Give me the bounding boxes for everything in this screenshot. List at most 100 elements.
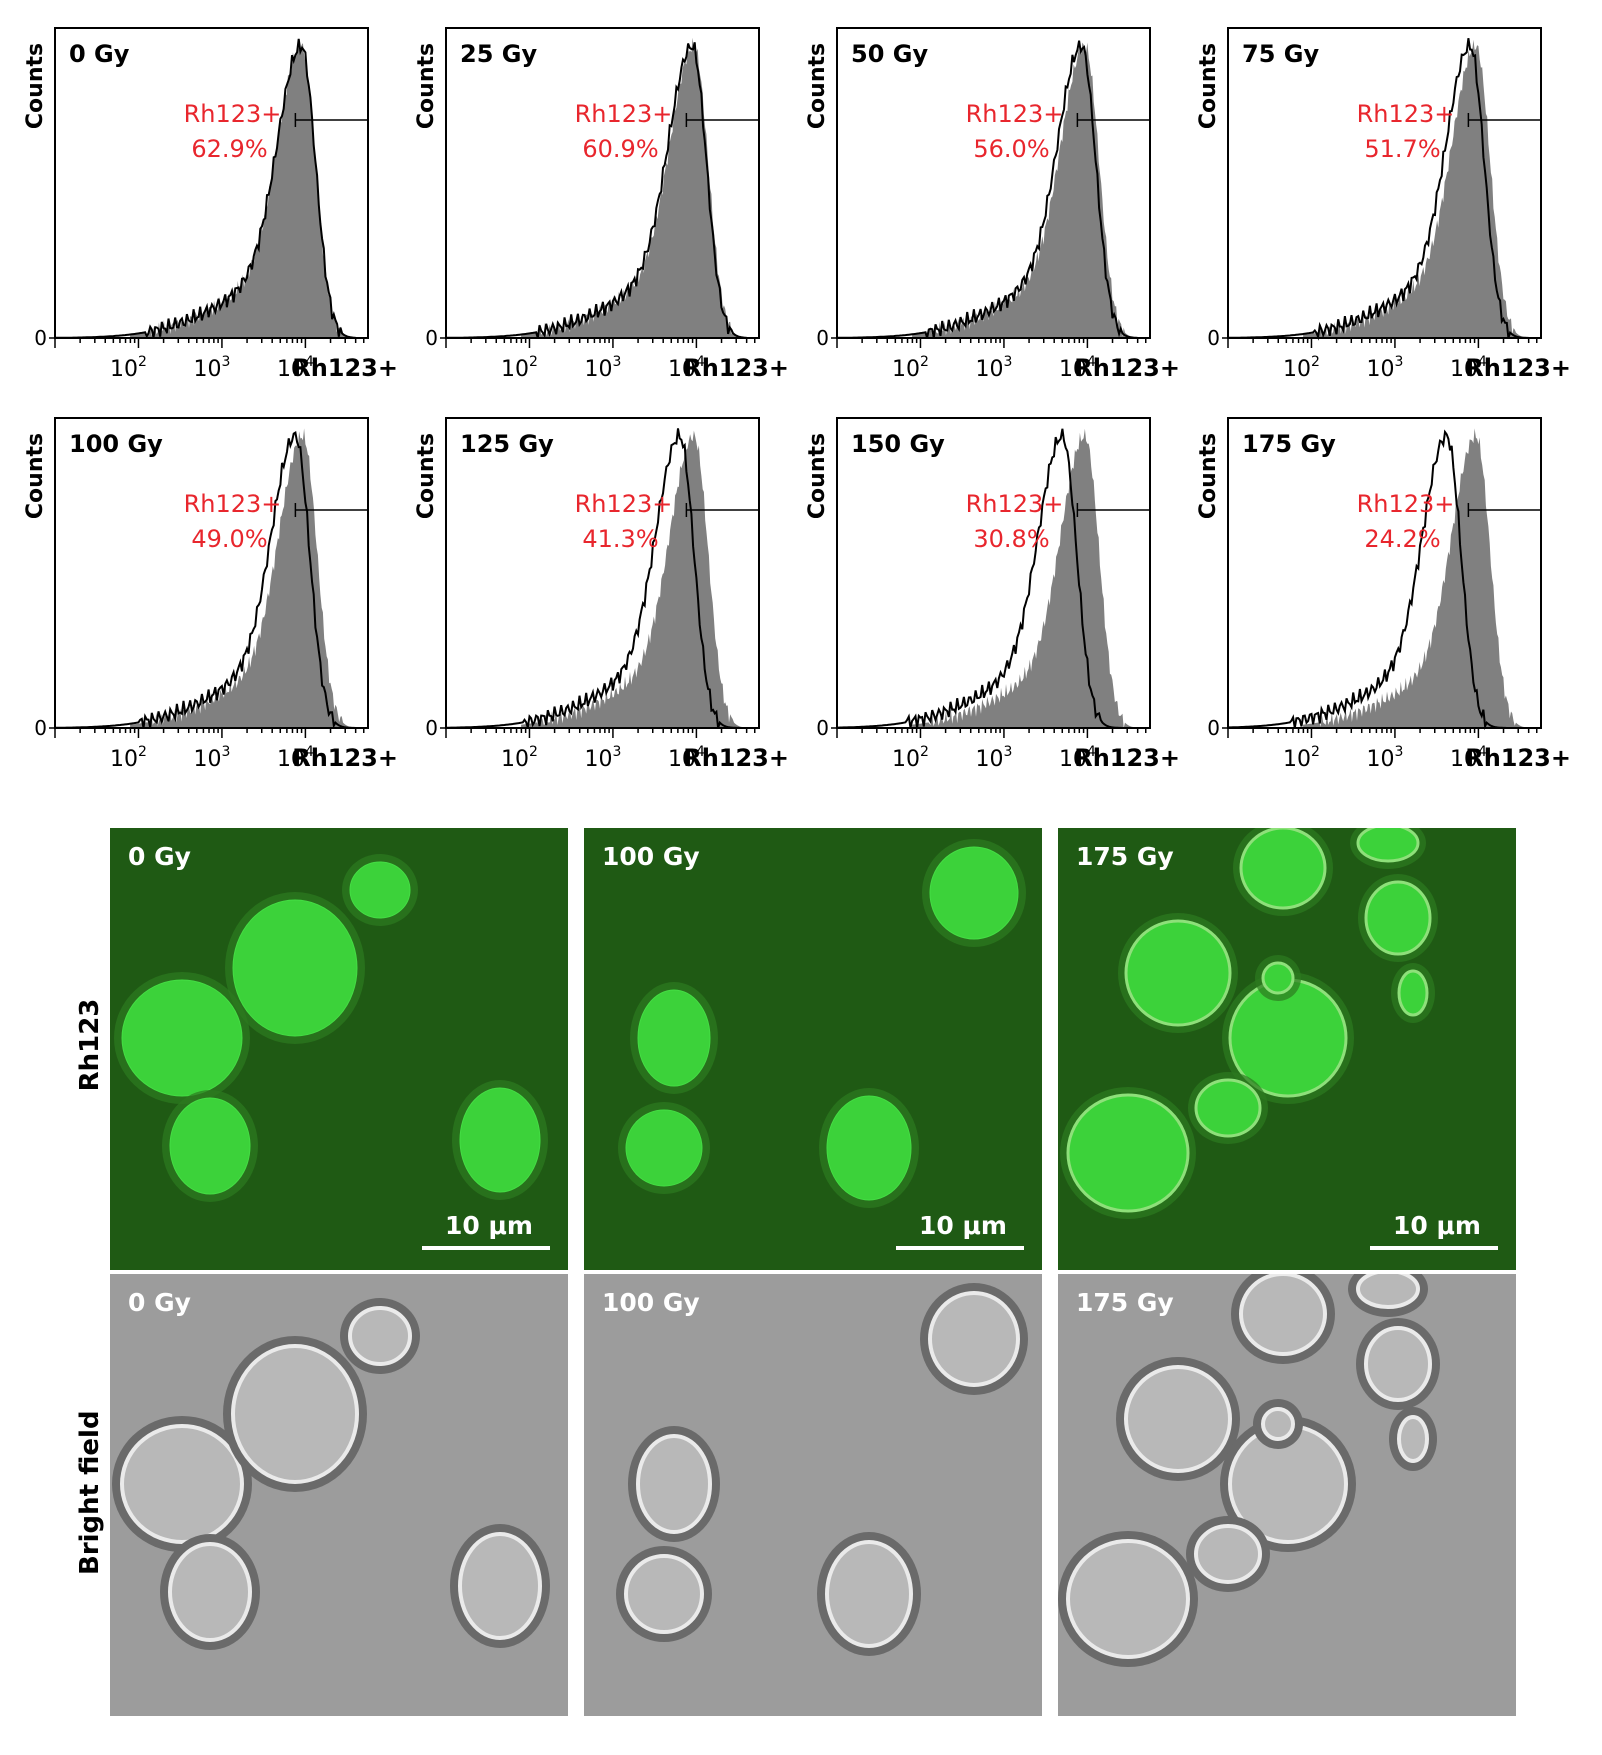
outline-histogram bbox=[446, 42, 747, 339]
rh123-image-175-gy: 175 Gy 10 μm bbox=[1058, 828, 1516, 1270]
filled-histogram bbox=[1303, 428, 1529, 728]
panel-label: 125 Gy bbox=[460, 430, 554, 458]
cell bbox=[1397, 969, 1429, 1017]
cell bbox=[349, 861, 411, 919]
x-tick-label: 102 bbox=[110, 744, 147, 772]
rh123-image-0-gy: 0 Gy 10 μm bbox=[110, 828, 568, 1270]
cell bbox=[826, 1095, 912, 1201]
panel-label: 175 Gy bbox=[1076, 842, 1174, 871]
plot-frame bbox=[54, 417, 369, 729]
brightfield-image-0-gy: 0 Gy bbox=[110, 1274, 568, 1716]
panel-label: 175 Gy bbox=[1076, 1288, 1174, 1317]
x-tick-label: 102 bbox=[1283, 744, 1320, 772]
cell bbox=[825, 1540, 913, 1648]
gate-label: Rh123+ bbox=[184, 100, 282, 128]
x-axis-label: Rh123+ bbox=[292, 744, 398, 772]
cell bbox=[1124, 1365, 1232, 1473]
panel-label: 25 Gy bbox=[460, 40, 537, 68]
filled-histogram bbox=[521, 430, 747, 728]
panel-label: 0 Gy bbox=[128, 842, 191, 871]
filled-histogram bbox=[521, 37, 747, 338]
filled-histogram bbox=[130, 40, 356, 338]
cell bbox=[1261, 961, 1295, 995]
outline-histogram bbox=[1228, 429, 1529, 731]
y-axis-label: Counts bbox=[23, 433, 48, 519]
x-tick-label: 104 bbox=[277, 744, 314, 772]
cell bbox=[169, 1097, 251, 1195]
cell bbox=[928, 1291, 1020, 1387]
x-tick-label: 102 bbox=[501, 354, 538, 382]
cell bbox=[168, 1542, 252, 1642]
cell bbox=[625, 1109, 703, 1187]
x-axis-label: Rh123+ bbox=[1074, 354, 1180, 382]
y-axis-label: Counts bbox=[1196, 43, 1221, 129]
cell bbox=[348, 1306, 412, 1366]
cell bbox=[1194, 1524, 1262, 1584]
x-tick-label: 103 bbox=[975, 354, 1012, 382]
cell bbox=[232, 899, 358, 1037]
x-tick-label: 104 bbox=[668, 744, 705, 772]
x-tick-label: 102 bbox=[501, 744, 538, 772]
y-axis-label: Counts bbox=[1196, 433, 1221, 519]
x-tick-label: 104 bbox=[277, 354, 314, 382]
scale-bar bbox=[422, 1246, 550, 1250]
gate-value: 51.7% bbox=[1364, 135, 1440, 163]
cell bbox=[624, 1554, 704, 1634]
x-tick-label: 103 bbox=[975, 744, 1012, 772]
y-tick-label: 0 bbox=[1207, 326, 1220, 350]
x-axis-label: Rh123+ bbox=[1074, 744, 1180, 772]
panel-label: 50 Gy bbox=[851, 40, 928, 68]
y-tick-label: 0 bbox=[34, 716, 47, 740]
gate-value: 41.3% bbox=[582, 525, 658, 553]
plot-frame bbox=[836, 27, 1151, 339]
y-tick-label: 0 bbox=[816, 326, 829, 350]
gate-label: Rh123+ bbox=[966, 100, 1064, 128]
x-tick-label: 104 bbox=[668, 354, 705, 382]
y-axis-label: Counts bbox=[805, 433, 830, 519]
outline-histogram bbox=[837, 428, 1138, 729]
cell bbox=[636, 1434, 712, 1534]
plot-frame bbox=[1227, 27, 1542, 339]
panel-label: 100 Gy bbox=[602, 842, 700, 871]
cell bbox=[459, 1087, 541, 1193]
outline-histogram bbox=[1228, 38, 1529, 341]
cell bbox=[120, 1424, 244, 1544]
y-axis-label: Counts bbox=[805, 43, 830, 129]
cell bbox=[1397, 1415, 1429, 1463]
x-tick-label: 103 bbox=[584, 744, 621, 772]
y-axis-label: Counts bbox=[23, 43, 48, 129]
row-label-rh123: Rh123 bbox=[75, 998, 105, 1092]
cell bbox=[637, 989, 711, 1087]
x-tick-label: 102 bbox=[892, 354, 929, 382]
x-axis-label: Rh123+ bbox=[683, 744, 789, 772]
gate-value: 49.0% bbox=[191, 525, 267, 553]
gate-label: Rh123+ bbox=[184, 490, 282, 518]
filled-histogram bbox=[912, 42, 1138, 338]
panel-label: 175 Gy bbox=[1242, 430, 1336, 458]
filled-histogram bbox=[130, 428, 356, 728]
panel-label: 100 Gy bbox=[602, 1288, 700, 1317]
x-tick-label: 103 bbox=[1366, 744, 1403, 772]
cell bbox=[1194, 1078, 1262, 1138]
gate-label: Rh123+ bbox=[575, 490, 673, 518]
outline-histogram bbox=[446, 428, 747, 729]
x-tick-label: 104 bbox=[1450, 744, 1487, 772]
cell bbox=[1364, 880, 1432, 956]
x-axis-label: Rh123+ bbox=[1465, 744, 1571, 772]
x-tick-label: 103 bbox=[584, 354, 621, 382]
gate-value: 24.2% bbox=[1364, 525, 1440, 553]
x-tick-label: 102 bbox=[892, 744, 929, 772]
filled-histogram bbox=[1303, 39, 1529, 339]
panel-label: 0 Gy bbox=[128, 1288, 191, 1317]
x-tick-label: 102 bbox=[1283, 354, 1320, 382]
cell bbox=[1356, 828, 1420, 863]
outline-histogram bbox=[837, 40, 1138, 339]
brightfield-image-175-gy: 175 Gy bbox=[1058, 1274, 1516, 1716]
